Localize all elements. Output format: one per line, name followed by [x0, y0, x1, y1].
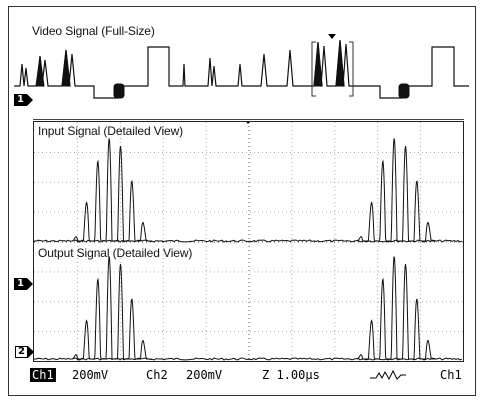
ch1-label[interactable]: Ch1: [30, 368, 56, 382]
output-burst-left: [71, 256, 152, 360]
chroma-burst-fill: [61, 49, 71, 87]
timebase: Z 1.00µs: [262, 368, 320, 382]
detail-waveforms: [33, 119, 463, 361]
status-bar: Ch1 200mV Ch2 200mV Z 1.00µs Ch1: [20, 366, 470, 384]
sync-burst-block: [113, 83, 125, 99]
output-panel-title: Output Signal (Detailed View): [38, 246, 193, 260]
trigger-source: Ch1: [440, 368, 462, 382]
input-burst-right: [356, 138, 437, 242]
chroma-burst-fill: [35, 55, 45, 87]
panel-divider: [33, 119, 464, 120]
zoom-position-triangle: [328, 34, 336, 39]
ch1-scale: 200mV: [72, 368, 109, 382]
sync-burst-block: [398, 83, 410, 99]
overview-title: Video Signal (Full-Size): [32, 24, 155, 38]
graticule-grid: [34, 122, 463, 359]
chroma-burst-fill: [335, 39, 345, 87]
trigger-edge-icon: [370, 369, 406, 381]
ch1-marker[interactable]: 1: [14, 278, 33, 290]
overview-trace-line: [14, 39, 469, 99]
zoom-window-bracket: [311, 41, 354, 97]
trigger-position-triangle: [244, 119, 252, 124]
detail-traces: [33, 138, 463, 361]
detail-view-panel: [33, 119, 464, 362]
input-burst-left: [71, 138, 152, 242]
chroma-burst-fill: [313, 41, 323, 87]
ch2-label[interactable]: Ch2: [146, 368, 168, 382]
overview-waveform: [14, 34, 469, 99]
ch2-scale: 200mV: [186, 368, 223, 382]
input-panel-title: Input Signal (Detailed View): [38, 124, 184, 138]
ch2-marker[interactable]: 2: [15, 346, 34, 358]
overview-channel-marker[interactable]: 1: [14, 94, 33, 106]
output-burst-right: [356, 256, 437, 360]
overview-trace: [14, 39, 469, 99]
